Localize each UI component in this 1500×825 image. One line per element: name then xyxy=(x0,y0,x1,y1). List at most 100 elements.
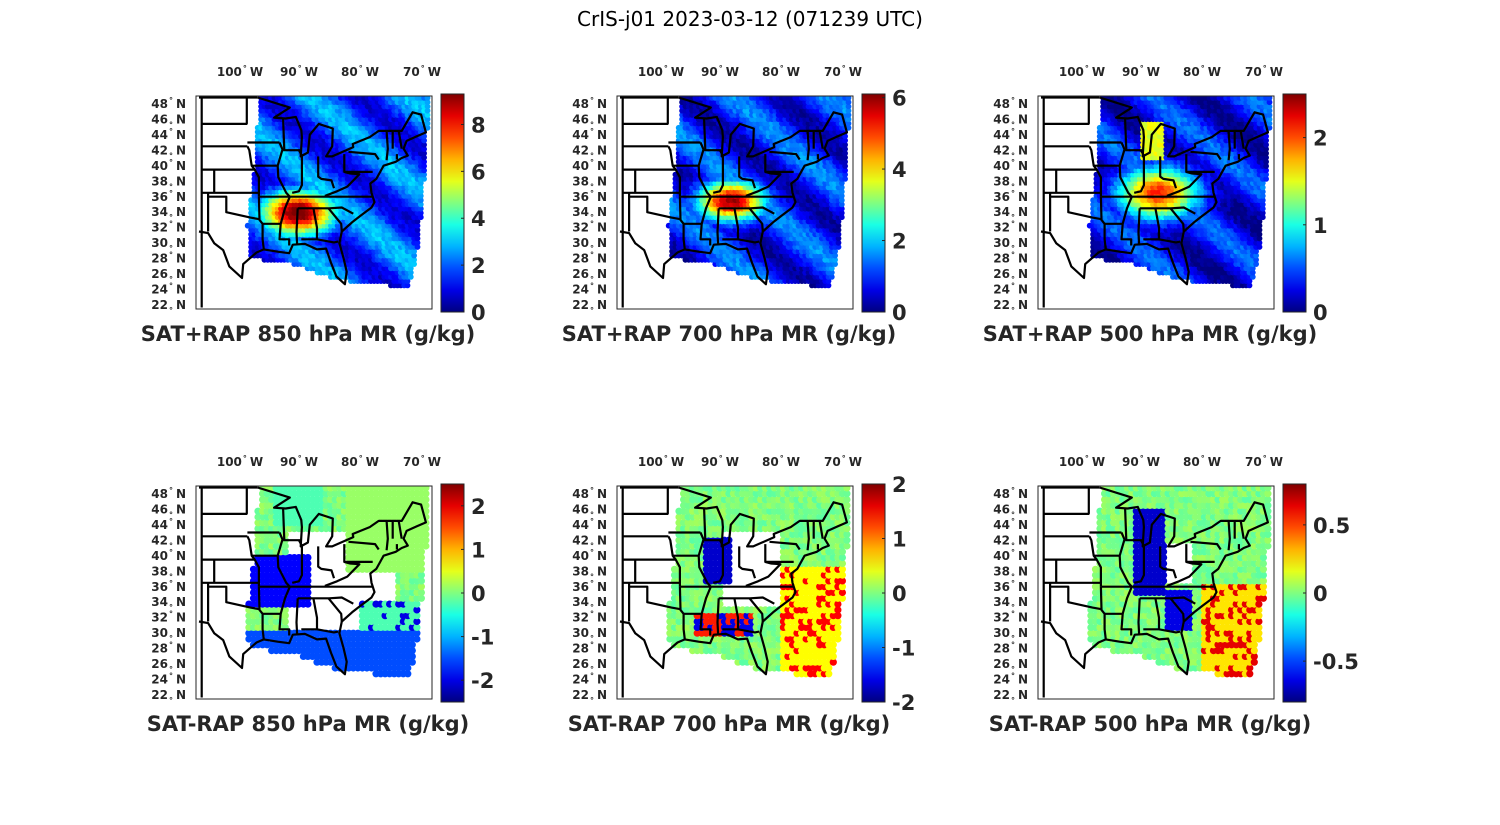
state-boundaries xyxy=(198,96,427,308)
lat-tick-label: 26° N xyxy=(572,267,607,284)
swath-point xyxy=(835,222,842,229)
swath-point xyxy=(404,282,411,289)
swath-point xyxy=(414,227,421,233)
boundary-line xyxy=(282,118,286,151)
swath-point xyxy=(424,116,431,123)
swath-point xyxy=(411,248,417,255)
panel-3: 100° W 90° W 80° W 70° W48° N46° N44° N42° N40° N38°… xyxy=(983,64,1328,346)
swath-point xyxy=(1249,265,1256,272)
lon-tick-label: 90° W xyxy=(701,64,739,79)
colorbar-tick-label: 2 xyxy=(892,230,907,254)
swath-point xyxy=(825,278,832,284)
swath-point xyxy=(1249,274,1256,280)
swath-point xyxy=(835,235,842,242)
swath-point xyxy=(424,103,431,110)
swath-point xyxy=(407,274,414,280)
boundary-line xyxy=(276,142,291,246)
colorbar-tick-label: 0 xyxy=(471,301,486,325)
swath-point xyxy=(832,248,838,255)
lat-tick-label: 34° N xyxy=(151,205,186,222)
swath-point xyxy=(417,188,424,195)
lat-tick-label: 24° N xyxy=(151,282,186,297)
swath-data xyxy=(665,96,852,289)
swath-point xyxy=(424,120,431,127)
boundary-line xyxy=(818,130,824,149)
lat-tick-label: 40° N xyxy=(572,158,607,173)
swath-point xyxy=(421,141,427,148)
swath-point xyxy=(407,265,414,272)
swath-point xyxy=(845,112,852,118)
swath-point xyxy=(1246,278,1253,284)
colorbar-tick-label: 4 xyxy=(471,207,486,231)
swath-point xyxy=(832,252,838,259)
swath-point xyxy=(424,107,431,114)
lat-tick-label: 28° N xyxy=(151,251,186,266)
swath-point xyxy=(421,154,427,161)
boundary-line xyxy=(317,156,336,189)
swath-point xyxy=(417,214,424,221)
swath-point xyxy=(842,150,848,157)
colorbar-tick-label: 4 xyxy=(892,158,907,182)
swath-point xyxy=(838,214,845,221)
lat-tick-label: 22° N xyxy=(151,298,186,315)
swath-point xyxy=(845,116,852,123)
swath-point xyxy=(417,193,424,199)
boundary-line xyxy=(716,208,720,244)
boundary-line xyxy=(291,149,303,194)
boundary-line xyxy=(703,118,707,151)
colorbar-tick-label: 2 xyxy=(471,254,486,278)
boundary-line xyxy=(738,156,757,189)
swath-point xyxy=(421,150,427,157)
lat-tick-label: 42° N xyxy=(572,143,607,160)
boundary-line xyxy=(208,195,260,221)
swath-point xyxy=(414,239,421,246)
colorbar-tick-label: 6 xyxy=(892,87,907,111)
lat-tick-label: 48° N xyxy=(151,96,186,111)
boundary-line xyxy=(619,96,848,286)
lat-tick-label: 36° N xyxy=(151,189,186,204)
swath-point xyxy=(414,235,421,242)
swath-point xyxy=(411,252,417,259)
swath-data xyxy=(244,96,431,289)
swath-point xyxy=(842,163,848,170)
swath-point xyxy=(417,197,424,204)
swath-point xyxy=(1253,256,1259,263)
swath-point xyxy=(832,256,838,263)
lat-tick-label: 32° N xyxy=(151,220,186,235)
lat-tick-label: 44° N xyxy=(572,127,607,142)
boundary-line xyxy=(246,145,260,197)
boundary-line xyxy=(806,130,810,161)
boundary-line xyxy=(769,150,801,161)
lat-tick-label: 46° N xyxy=(151,113,186,130)
swath-point xyxy=(1249,269,1256,276)
boundary-line xyxy=(324,170,361,197)
lat-tick-label: 22° N xyxy=(572,298,607,315)
boundary-line xyxy=(385,130,389,161)
swath-point xyxy=(407,269,414,276)
boundary-line xyxy=(748,207,764,232)
swath-point xyxy=(417,201,424,208)
colorbar-tick-label: 0 xyxy=(892,301,907,325)
swath-point xyxy=(838,205,845,212)
boundary-line xyxy=(295,208,299,244)
swath-point xyxy=(1256,244,1263,250)
swath-point xyxy=(832,261,838,267)
swath-point xyxy=(424,96,431,101)
swath-point xyxy=(842,167,848,174)
swath-point xyxy=(1256,239,1263,246)
swath-point xyxy=(414,231,421,238)
lat-tick-label: 40° N xyxy=(151,158,186,173)
swath-point xyxy=(417,180,424,187)
swath-point xyxy=(838,201,845,208)
swath-point xyxy=(842,171,848,178)
panel-title: SAT+RAP 850 hPa MR (g/kg) xyxy=(141,322,475,346)
swath-point xyxy=(838,180,845,187)
boundary-line xyxy=(745,170,782,197)
state-boundaries xyxy=(619,96,848,308)
panel-title: SAT+RAP 700 hPa MR (g/kg) xyxy=(562,322,896,346)
lon-tick-label: 80° W xyxy=(762,64,800,79)
swath-point xyxy=(842,141,848,148)
swath-point xyxy=(424,99,431,106)
lon-tick-label: 80° W xyxy=(341,64,379,79)
